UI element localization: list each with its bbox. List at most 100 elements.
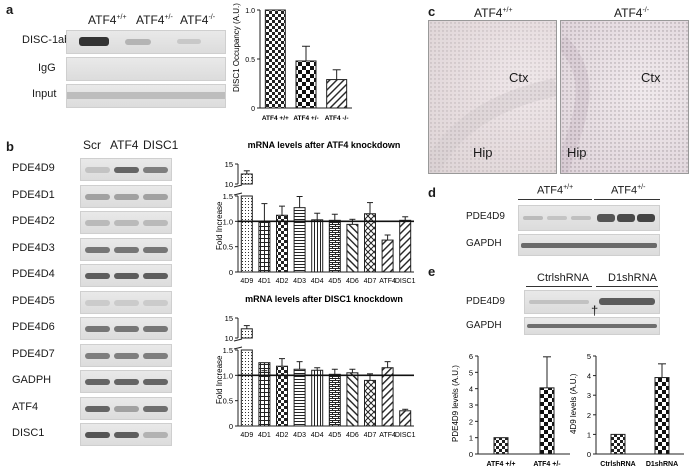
panel-d-group-het-bar — [594, 199, 660, 200]
x-tick-label: ATF4 +/+ — [262, 115, 289, 122]
x-tick-label: 4D3 — [293, 432, 306, 439]
y-tick-label: 1 — [587, 430, 591, 439]
panel-b-letter: b — [6, 139, 14, 154]
occupancy-chart: DISC1 Occupancy (A.U.) 0 0.5 1.0 ATF4 +/+ AT… — [232, 3, 352, 122]
bar-4d5 — [328, 219, 341, 273]
panel-e-letter: e — [428, 264, 436, 279]
y-tick-label: 6 — [469, 352, 473, 361]
bar-atf4- — [264, 9, 286, 109]
panel-e-row-gapdh: GAPDH — [466, 320, 502, 331]
panel-e-group-ctrl-bar — [526, 286, 592, 287]
panel-e-group-d1-bar — [596, 286, 658, 287]
x-tick-label: 4D1 — [258, 278, 271, 285]
y-tick-label: 1.5 — [223, 346, 233, 355]
y-tick-label: 0.5 — [223, 243, 233, 252]
micrograph-ko-ctx: Ctx — [641, 70, 661, 85]
bar-4d4 — [311, 369, 324, 427]
y-tick-label: 3 — [587, 391, 591, 400]
gene-blot-gadph — [80, 370, 172, 393]
bar-atf4 — [381, 239, 394, 273]
gene-label-disc1: DISC1 — [12, 427, 45, 439]
gene-blot-pde4d5 — [80, 290, 172, 314]
gene-label-pde4d7: PDE4D7 — [12, 347, 55, 360]
bar-ctrlshrna — [610, 433, 626, 455]
y-tick-label: 1 — [469, 434, 473, 443]
bar-4d9-lower — [240, 195, 253, 273]
x-tick-label: ATF4 +/+ — [486, 461, 515, 468]
y-tick-label: 0.5 — [245, 57, 255, 64]
gene-label-pde4d1: PDE4D1 — [12, 188, 55, 201]
x-tick-label: ATF4 — [379, 432, 396, 439]
y-tick-label: 1.0 — [223, 217, 233, 226]
gene-blot-atf4 — [80, 396, 172, 420]
micrograph-ko-hip: Hip — [567, 145, 587, 160]
bar-4d1 — [258, 220, 271, 273]
gene-label-pde4d9: PDE4D9 — [12, 162, 55, 174]
chip-blot-input — [66, 84, 226, 108]
bar-4d6 — [346, 372, 359, 427]
x-tick-label: ATF4 +/- — [533, 461, 561, 468]
y-tick-label: 4 — [469, 385, 473, 394]
y-tick-label: 2 — [587, 411, 591, 420]
x-tick-label: DISC1 — [395, 432, 416, 439]
panel-d-group-het: ATF4+/- — [611, 184, 646, 197]
x-tick-label: 4D7 — [364, 432, 377, 439]
axis-break-mark — [233, 338, 243, 342]
x-tick-label: 4D9 — [240, 432, 253, 439]
y-tick-label: 5 — [587, 352, 591, 361]
x-tick-label: 4D9 — [240, 278, 253, 285]
disc1-kd-title: mRNA levels after DISC1 knockdown — [245, 294, 403, 304]
y-tick-label: 15 — [225, 314, 233, 323]
bar-d1shrna — [654, 377, 670, 455]
axis-break-mark — [233, 184, 243, 188]
row-label-igg: IgG — [38, 62, 56, 74]
y-tick-label: 3 — [469, 401, 473, 410]
genotype-label-ko: ATF4-/- — [180, 13, 216, 27]
bar-4d9-lower — [240, 349, 253, 427]
y-tick-label: 5 — [469, 368, 473, 377]
gene-blot-pde4d9 — [80, 158, 172, 181]
gene-label-pde4d4: PDE4D4 — [12, 268, 55, 280]
gene-label-pde4d2: PDE4D2 — [12, 215, 55, 227]
bar-4d5 — [328, 373, 341, 427]
4d9-levels-chart: 4D9 levels (A.U.) 0 1 2 3 4 5 CtrlshRNA D1shRNA — [569, 352, 684, 468]
panel-d-group-wt-bar — [518, 199, 592, 200]
bar-atf4- — [493, 437, 509, 455]
gene-blot-pde4d7 — [80, 343, 172, 367]
bar-atf4- — [326, 79, 348, 109]
micrograph-title-ko: ATF4-/- — [614, 6, 650, 20]
panel-d-letter: d — [428, 185, 436, 200]
row-label-input: Input — [32, 88, 57, 100]
panel-a-letter: a — [6, 2, 14, 17]
panel-e-row-pde4d9: PDE4D9 — [466, 296, 505, 307]
bar-4d9-upper — [240, 173, 253, 185]
row-label-disc1ab: DISC-1ab — [22, 34, 71, 46]
gene-label-pde4d3: PDE4D3 — [12, 241, 55, 254]
micrograph-ko: Ctx Hip — [560, 20, 689, 174]
y-tick-label: 0 — [251, 106, 255, 113]
panel-d-group-wt: ATF4+/+ — [537, 184, 574, 197]
panel-e-group-d1: D1shRNA — [608, 272, 657, 284]
x-tick-label: 4D2 — [276, 278, 289, 285]
x-tick-label: 4D6 — [346, 432, 359, 439]
lane-label-disc1: DISC1 — [143, 138, 179, 152]
bar-4d7 — [364, 379, 376, 427]
gene-blot-pde4d3 — [80, 237, 172, 261]
gene-label-atf4: ATF4 — [12, 400, 39, 413]
panel-d-row-gapdh: GAPDH — [466, 238, 502, 249]
x-tick-label: ATF4 -/- — [325, 115, 349, 122]
atf4-knockdown-chart: mRNA levels after ATF4 knockdown Fold In… — [215, 140, 416, 285]
x-tick-label: 4D6 — [346, 278, 359, 285]
axis-break-mark — [233, 346, 243, 350]
x-tick-label: 4D2 — [276, 432, 289, 439]
bar-disc1 — [399, 219, 412, 273]
bar-4d7 — [364, 213, 376, 273]
x-tick-label: 4D1 — [258, 432, 271, 439]
x-tick-label: ATF4 +/- — [293, 115, 318, 122]
gene-blot-pde4d4 — [80, 264, 172, 287]
bar-atf4- — [539, 387, 555, 455]
bar-4d1 — [258, 362, 271, 427]
chip-blot-igg — [66, 57, 226, 81]
bar-4d6 — [346, 223, 359, 273]
x-tick-label: 4D3 — [293, 278, 306, 285]
